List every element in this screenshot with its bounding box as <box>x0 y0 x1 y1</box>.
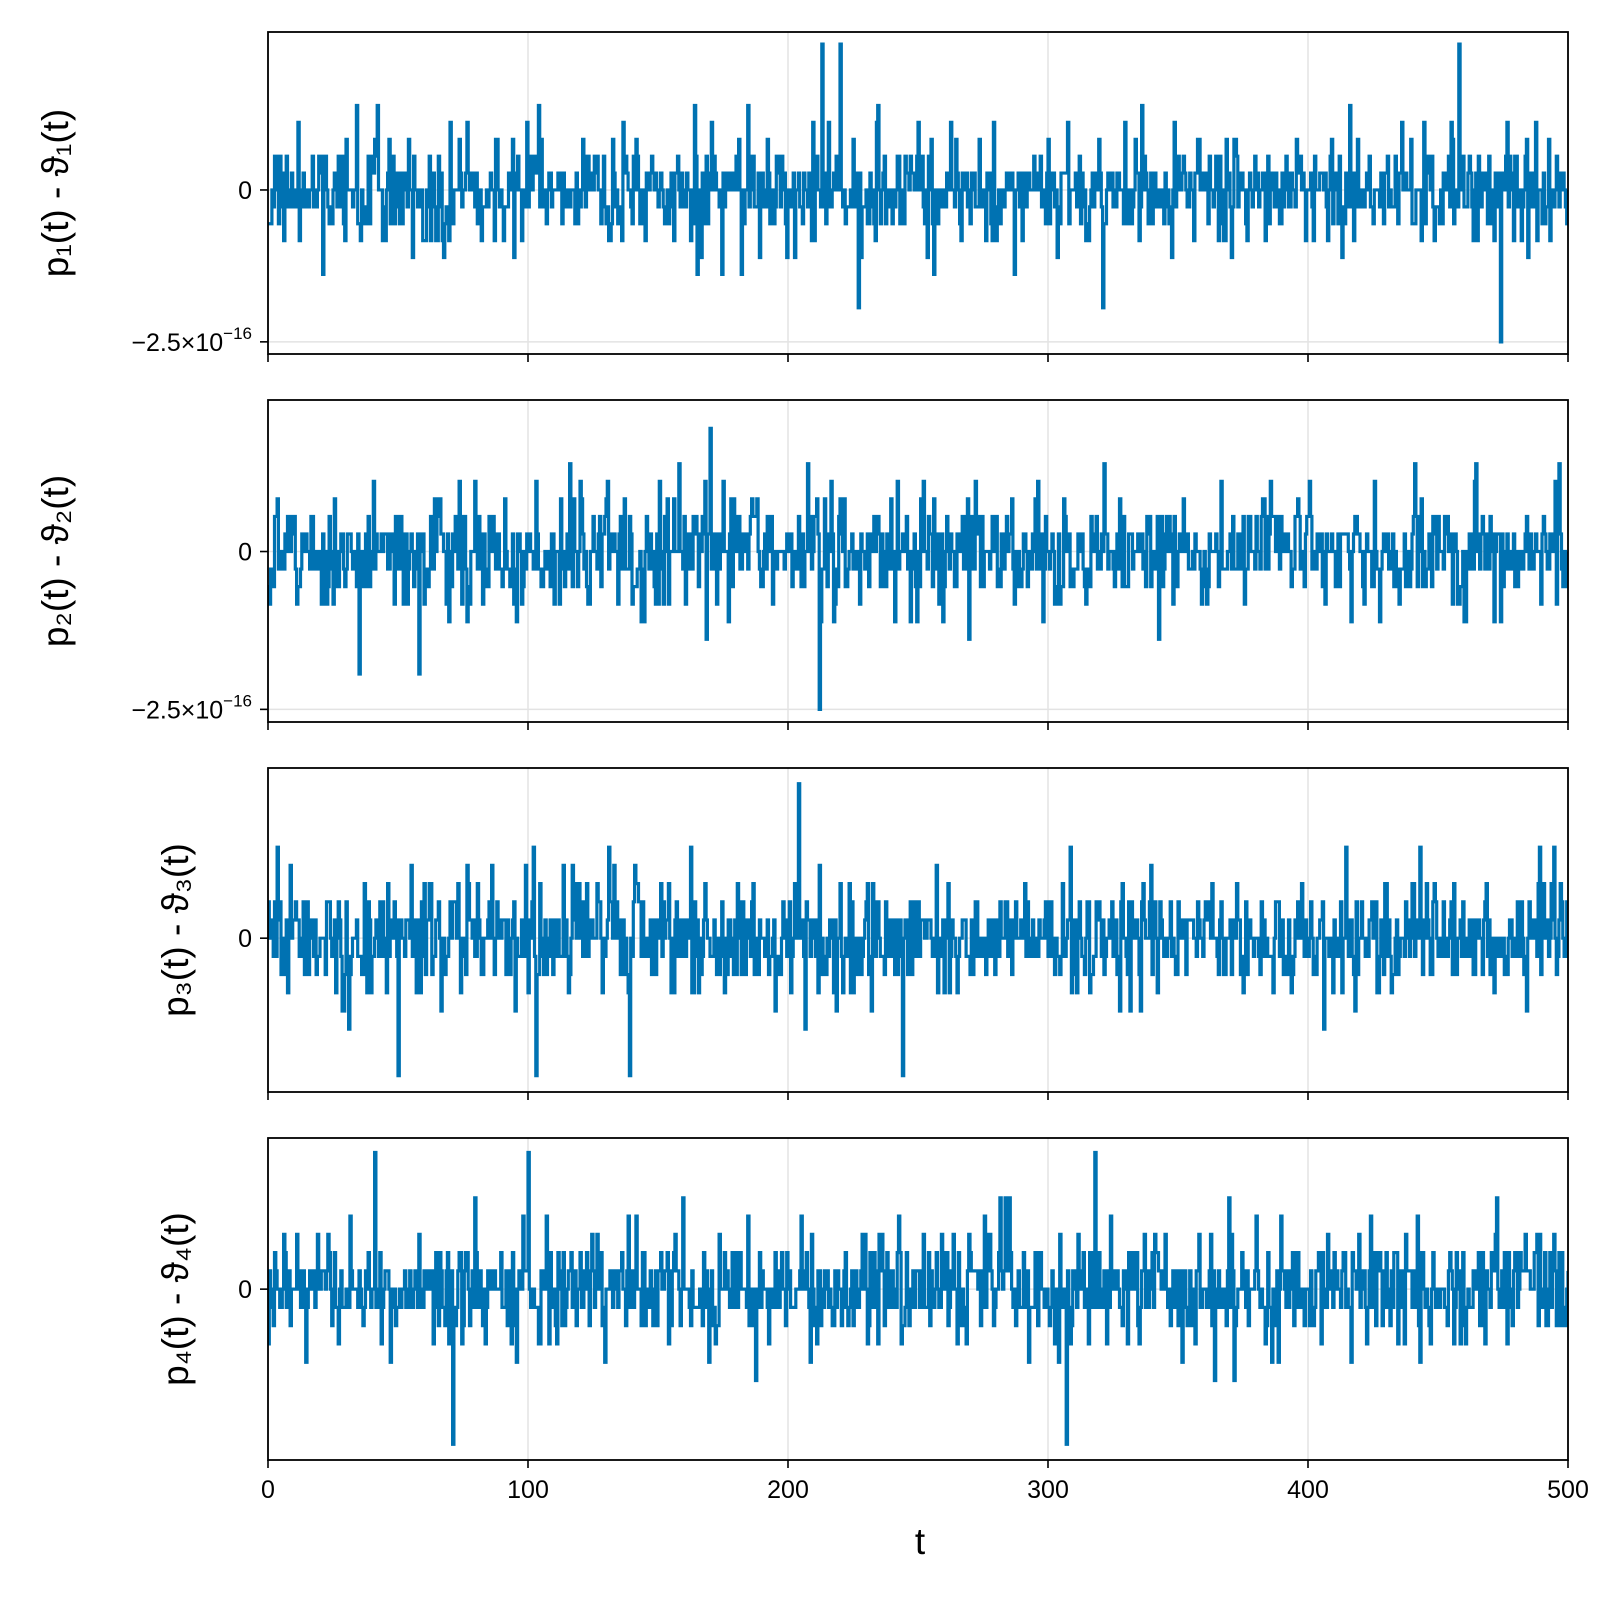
series-line <box>268 42 1568 344</box>
y-tick-label: 0 <box>238 1276 252 1304</box>
series-line <box>268 1150 1568 1446</box>
y-tick-label: 0 <box>238 539 252 567</box>
subplot-2: 0 −2.5×10−16 p₂(t) - ϑ₂(t) <box>35 399 1569 730</box>
subplot-grid: 0 −2.5×10−16 p₁(t) - ϑ₁(t) 0 −2.5×10−16 p₂(t)… <box>35 31 1589 1504</box>
y-axis-label: p₁(t) - ϑ₁(t) <box>35 109 76 278</box>
subplot-4: 0 p₄(t) - ϑ₄(t) 0 100 200 300 400 500 <box>155 1137 1589 1504</box>
subplot-3: 0 p₃(t) - ϑ₃(t) <box>155 767 1569 1100</box>
x-tick-label: 0 <box>261 1476 275 1504</box>
x-tick-label: 500 <box>1547 1476 1589 1504</box>
x-tick-label: 100 <box>507 1476 549 1504</box>
y-tick-label: −2.5×10−16 <box>131 324 252 357</box>
y-tick-label: 0 <box>238 177 252 205</box>
subplot-1: 0 −2.5×10−16 p₁(t) - ϑ₁(t) <box>35 31 1569 362</box>
x-tick-label: 400 <box>1287 1476 1329 1504</box>
y-tick-label: −2.5×10−16 <box>131 691 252 724</box>
series-line <box>268 782 1568 1078</box>
axes-frame <box>267 1137 1569 1461</box>
x-tick-label: 200 <box>767 1476 809 1504</box>
x-tick-label: 300 <box>1027 1476 1069 1504</box>
y-axis-label: p₂(t) - ϑ₂(t) <box>35 475 76 647</box>
y-axis-label: p₃(t) - ϑ₃(t) <box>155 843 196 1017</box>
y-tick-label: 0 <box>238 925 252 953</box>
x-axis-label: t <box>915 1521 926 1562</box>
axes-frame <box>267 767 1569 1093</box>
axes-frame <box>267 31 1569 355</box>
series-line <box>268 426 1568 711</box>
axes-frame <box>267 399 1569 723</box>
y-axis-label: p₄(t) - ϑ₄(t) <box>155 1212 196 1386</box>
